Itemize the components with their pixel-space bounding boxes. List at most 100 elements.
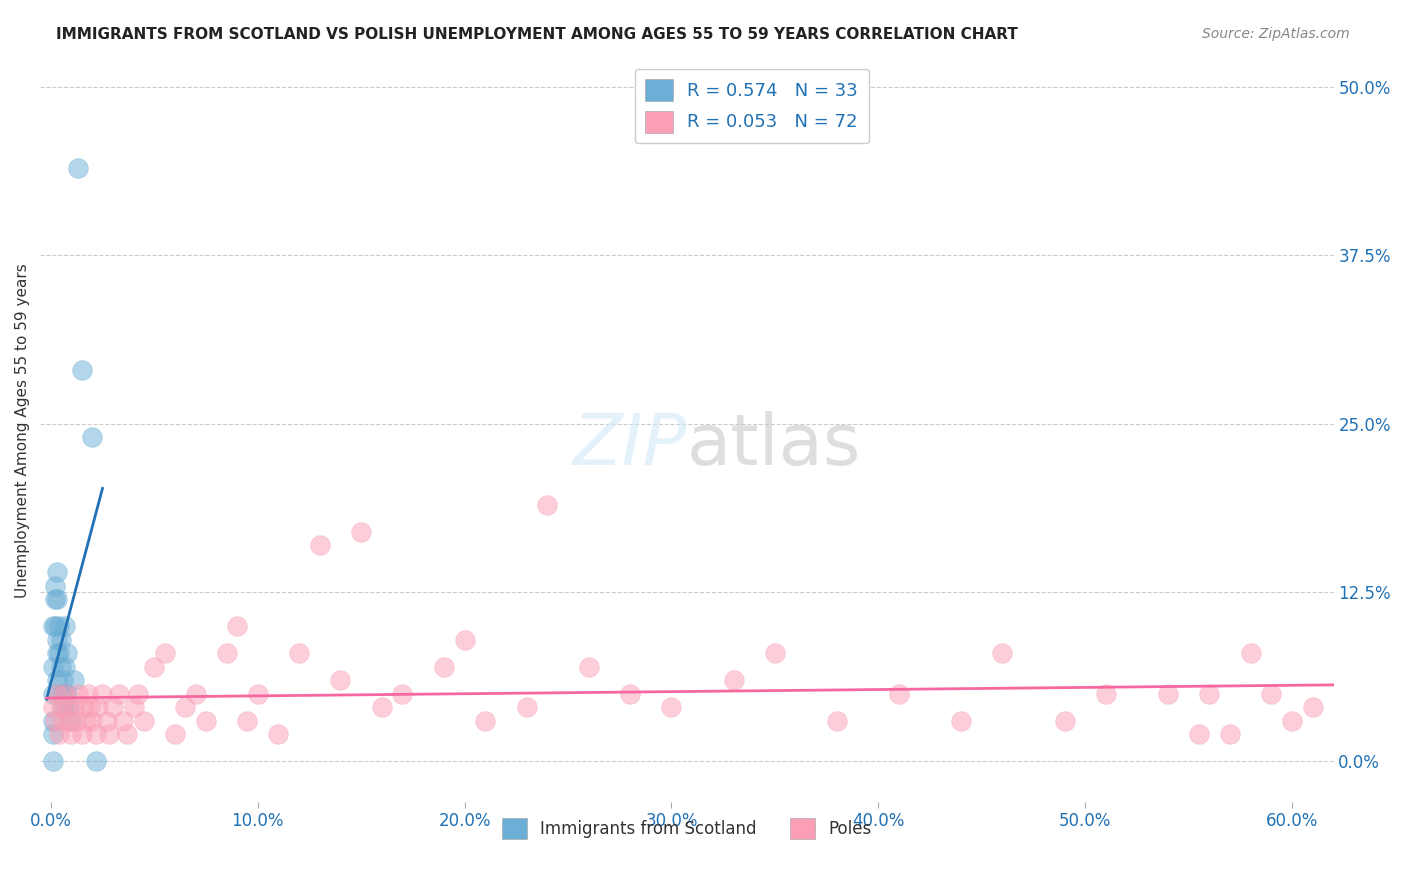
Point xyxy=(46,687,69,701)
Point xyxy=(82,714,104,728)
Point xyxy=(1095,687,1118,701)
Point xyxy=(75,714,97,728)
Point xyxy=(578,659,600,673)
Point xyxy=(53,687,76,701)
Point xyxy=(82,430,104,444)
Point xyxy=(122,700,145,714)
Point xyxy=(433,659,456,673)
Point xyxy=(267,727,290,741)
Point xyxy=(1281,714,1303,728)
Point xyxy=(112,714,135,728)
Point xyxy=(46,646,69,660)
Point xyxy=(49,700,72,714)
Point xyxy=(52,700,75,714)
Point xyxy=(163,727,186,741)
Point xyxy=(48,646,70,660)
Point xyxy=(70,363,93,377)
Point xyxy=(46,566,69,580)
Point xyxy=(1053,714,1076,728)
Point xyxy=(84,727,107,741)
Point xyxy=(127,687,149,701)
Point xyxy=(58,700,80,714)
Point xyxy=(1302,700,1324,714)
Point xyxy=(46,632,69,647)
Point xyxy=(42,619,65,633)
Text: IMMIGRANTS FROM SCOTLAND VS POLISH UNEMPLOYMENT AMONG AGES 55 TO 59 YEARS CORREL: IMMIGRANTS FROM SCOTLAND VS POLISH UNEMP… xyxy=(56,27,1018,42)
Point xyxy=(91,687,114,701)
Point xyxy=(96,714,118,728)
Point xyxy=(56,687,79,701)
Point xyxy=(42,687,65,701)
Point xyxy=(42,754,65,768)
Point xyxy=(49,687,72,701)
Point xyxy=(950,714,973,728)
Point xyxy=(44,714,66,728)
Point xyxy=(391,687,413,701)
Point xyxy=(62,700,84,714)
Legend: Immigrants from Scotland, Poles: Immigrants from Scotland, Poles xyxy=(495,812,879,846)
Point xyxy=(66,687,89,701)
Point xyxy=(619,687,641,701)
Point xyxy=(153,646,176,660)
Y-axis label: Unemployment Among Ages 55 to 59 years: Unemployment Among Ages 55 to 59 years xyxy=(15,263,30,598)
Point xyxy=(52,673,75,688)
Point xyxy=(60,714,83,728)
Point xyxy=(194,714,217,728)
Point xyxy=(58,714,80,728)
Point xyxy=(516,700,538,714)
Point xyxy=(143,659,166,673)
Point xyxy=(52,714,75,728)
Point xyxy=(44,579,66,593)
Point xyxy=(42,659,65,673)
Point xyxy=(288,646,311,660)
Point xyxy=(53,659,76,673)
Point xyxy=(42,700,65,714)
Point xyxy=(101,700,124,714)
Point xyxy=(723,673,745,688)
Point xyxy=(1260,687,1282,701)
Point xyxy=(79,700,101,714)
Point xyxy=(215,646,238,660)
Point xyxy=(66,161,89,175)
Point xyxy=(48,727,70,741)
Point xyxy=(371,700,394,714)
Point xyxy=(44,592,66,607)
Point xyxy=(1157,687,1180,701)
Point xyxy=(56,646,79,660)
Point xyxy=(1188,727,1211,741)
Point xyxy=(77,687,100,701)
Point xyxy=(65,714,87,728)
Point xyxy=(236,714,259,728)
Point xyxy=(49,632,72,647)
Point xyxy=(84,754,107,768)
Point xyxy=(62,673,84,688)
Point xyxy=(184,687,207,701)
Point xyxy=(73,700,96,714)
Point xyxy=(53,687,76,701)
Point xyxy=(453,632,475,647)
Point xyxy=(329,673,352,688)
Point xyxy=(42,714,65,728)
Point xyxy=(246,687,269,701)
Point xyxy=(991,646,1014,660)
Point xyxy=(70,727,93,741)
Point xyxy=(46,673,69,688)
Point xyxy=(1240,646,1263,660)
Point xyxy=(56,700,79,714)
Text: ZIP: ZIP xyxy=(572,411,688,480)
Point xyxy=(226,619,249,633)
Text: Source: ZipAtlas.com: Source: ZipAtlas.com xyxy=(1202,27,1350,41)
Point xyxy=(87,700,110,714)
Point xyxy=(1219,727,1241,741)
Point xyxy=(97,727,120,741)
Point xyxy=(763,646,786,660)
Point xyxy=(49,659,72,673)
Point xyxy=(825,714,848,728)
Point xyxy=(474,714,496,728)
Point xyxy=(1198,687,1220,701)
Text: atlas: atlas xyxy=(688,411,862,480)
Point xyxy=(60,727,83,741)
Point xyxy=(174,700,197,714)
Point xyxy=(661,700,683,714)
Point xyxy=(48,619,70,633)
